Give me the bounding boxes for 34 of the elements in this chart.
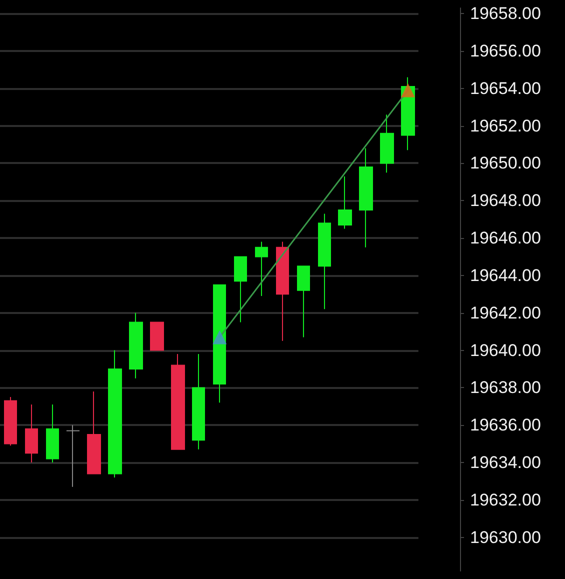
candlestick [380, 114, 394, 174]
candlestick [108, 350, 122, 478]
candlestick [87, 390, 101, 474]
y-tick-label: 19634.00 [470, 453, 541, 472]
y-tick-label: 19654.00 [470, 78, 541, 98]
candlestick [46, 404, 59, 464]
candlestick [359, 148, 373, 248]
y-tick-label: 19656.00 [470, 42, 541, 61]
y-tick-label: 19650.00 [470, 154, 541, 173]
candlestick [4, 396, 17, 446]
y-tick-label: 19644.00 [470, 266, 541, 285]
y-tick-label: 19648.00 [470, 191, 541, 210]
candlestick [25, 404, 38, 464]
candlestick [171, 354, 185, 450]
y-tick-label: 19636.00 [470, 416, 541, 435]
y-tick-label: 19630.00 [470, 528, 541, 547]
y-tick-label: 19646.00 [470, 228, 541, 248]
candlestick [150, 322, 164, 351]
candlestick [297, 266, 310, 338]
y-tick-label: 19632.00 [470, 490, 541, 510]
candlestick [192, 354, 205, 450]
candlestick [338, 176, 352, 230]
candlestick [213, 284, 226, 404]
candlestick [255, 241, 268, 297]
y-tick-label: 19638.00 [470, 378, 541, 398]
y-tick-label: 19642.00 [470, 303, 541, 322]
candlestick [318, 213, 331, 310]
candlestick [66, 424, 80, 488]
y-tick-label: 19640.00 [470, 340, 541, 360]
candlestick [234, 256, 247, 323]
candlestick [129, 312, 143, 379]
candlestick [276, 241, 289, 342]
y-tick-label: 19652.00 [470, 116, 541, 136]
y-tick-label: 19658.00 [470, 4, 541, 24]
